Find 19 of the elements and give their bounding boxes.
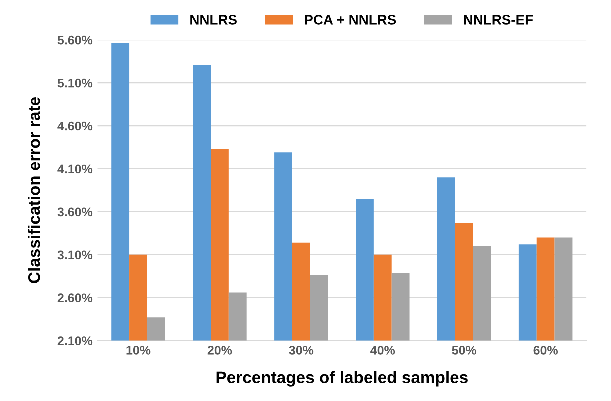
legend-label: NNLRS-EF [464,15,534,25]
legend-label: PCA + NNLRS [305,15,396,25]
x-tick-label: 40% [370,346,396,355]
x-tick-label: 20% [208,346,232,355]
legend-label: NNLRS [190,15,237,25]
y-tick-label: 3.60% [58,208,93,217]
x-tick-label: 10% [126,346,151,355]
y-tick-label: 2.10% [58,336,93,346]
y-tick-label: 3.10% [58,250,93,260]
y-tick-label: 5.60% [58,36,93,45]
y-tick-label: 2.60% [58,294,93,303]
x-tick-label: 30% [289,346,314,355]
y-tick-label: 4.10% [58,164,93,174]
y-tick-label: 4.60% [58,122,93,131]
y-axis-title: Classification error rate [28,97,40,284]
x-tick-label: 60% [534,346,558,355]
x-axis-title: Percentages of labeled samples [216,371,468,387]
y-tick-label: 5.10% [58,78,93,88]
x-tick-label: 50% [452,346,477,355]
